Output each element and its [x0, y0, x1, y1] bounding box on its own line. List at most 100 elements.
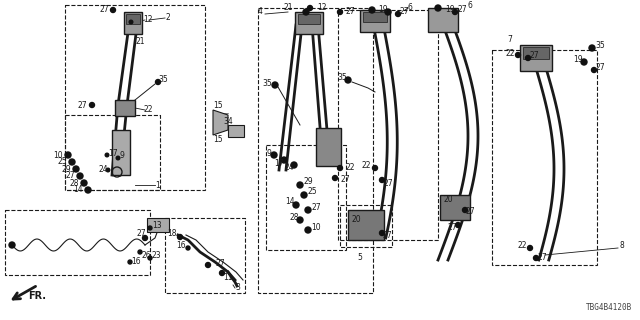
Text: 27: 27 — [345, 7, 355, 17]
Text: 21: 21 — [135, 37, 145, 46]
Circle shape — [272, 82, 278, 88]
Circle shape — [369, 7, 375, 13]
Circle shape — [297, 217, 303, 223]
Text: 26: 26 — [141, 251, 151, 260]
Circle shape — [380, 230, 385, 236]
Text: 25: 25 — [307, 188, 317, 196]
Circle shape — [186, 246, 190, 250]
Circle shape — [435, 5, 441, 11]
Text: 19: 19 — [445, 5, 455, 14]
Circle shape — [591, 68, 596, 73]
Text: 35: 35 — [262, 78, 272, 87]
Circle shape — [385, 9, 391, 15]
Circle shape — [307, 5, 312, 11]
Text: 2: 2 — [166, 13, 170, 22]
Text: 15: 15 — [213, 100, 223, 109]
Circle shape — [380, 178, 385, 182]
Polygon shape — [213, 110, 228, 135]
Text: 27: 27 — [311, 204, 321, 212]
Circle shape — [138, 250, 142, 254]
Circle shape — [73, 166, 79, 172]
Bar — [316, 128, 341, 166]
Text: 27: 27 — [529, 51, 539, 60]
Circle shape — [515, 52, 520, 58]
Text: 10: 10 — [311, 223, 321, 233]
Text: 4: 4 — [257, 7, 262, 17]
Text: 19: 19 — [378, 4, 388, 13]
Circle shape — [345, 77, 351, 83]
Circle shape — [271, 152, 277, 158]
Text: 27: 27 — [399, 7, 409, 17]
Bar — [124, 12, 142, 34]
Text: 17: 17 — [108, 148, 118, 157]
Text: 20: 20 — [351, 215, 361, 225]
Text: 23: 23 — [151, 251, 161, 260]
Text: 9: 9 — [120, 150, 124, 159]
Circle shape — [143, 236, 147, 241]
Text: 17: 17 — [274, 158, 284, 167]
Text: 5: 5 — [358, 253, 362, 262]
Text: 11: 11 — [223, 274, 233, 283]
Circle shape — [581, 59, 587, 65]
Text: 22: 22 — [505, 49, 515, 58]
Text: 13: 13 — [152, 220, 162, 229]
Text: 8: 8 — [620, 241, 625, 250]
Circle shape — [129, 20, 133, 24]
Text: 27: 27 — [382, 230, 392, 239]
Text: 18: 18 — [167, 229, 177, 238]
Circle shape — [90, 102, 95, 108]
Text: 24: 24 — [284, 164, 294, 172]
Bar — [258, 8, 373, 293]
Bar — [266, 145, 346, 250]
Circle shape — [452, 10, 458, 14]
Bar — [360, 10, 390, 32]
Circle shape — [205, 262, 211, 268]
Bar — [228, 125, 244, 137]
Text: 22: 22 — [143, 106, 153, 115]
Circle shape — [396, 12, 401, 17]
Bar — [5, 210, 150, 275]
Circle shape — [85, 187, 91, 193]
Text: 27: 27 — [457, 5, 467, 14]
Bar — [65, 115, 160, 190]
Circle shape — [337, 10, 342, 14]
Bar — [523, 47, 549, 59]
Circle shape — [116, 156, 120, 160]
Text: 14: 14 — [73, 186, 83, 195]
Circle shape — [305, 207, 311, 213]
Text: 22: 22 — [345, 164, 355, 172]
Circle shape — [291, 162, 297, 168]
Text: 29: 29 — [61, 164, 71, 173]
Text: 28: 28 — [69, 179, 79, 188]
Text: 27: 27 — [537, 253, 547, 262]
Text: 12: 12 — [317, 4, 327, 12]
Circle shape — [589, 45, 595, 51]
Text: 27: 27 — [215, 260, 225, 268]
Circle shape — [372, 165, 378, 171]
Text: 1: 1 — [156, 180, 161, 189]
Text: 22: 22 — [361, 161, 371, 170]
Text: 21: 21 — [284, 4, 292, 12]
Circle shape — [293, 202, 299, 208]
Circle shape — [305, 227, 311, 233]
Circle shape — [220, 270, 225, 276]
Bar — [298, 14, 320, 24]
Text: 3: 3 — [236, 284, 241, 292]
Text: 25: 25 — [57, 157, 67, 166]
Bar — [165, 218, 245, 293]
Text: 10: 10 — [53, 150, 63, 159]
Text: 34: 34 — [223, 117, 233, 126]
Circle shape — [106, 168, 110, 172]
Text: 27: 27 — [447, 223, 457, 233]
Text: 29: 29 — [303, 178, 313, 187]
Bar — [340, 205, 392, 247]
Text: 27: 27 — [340, 175, 350, 185]
Circle shape — [148, 256, 152, 260]
Text: 27: 27 — [136, 229, 146, 238]
Text: 35: 35 — [337, 74, 347, 83]
Text: 28: 28 — [289, 213, 299, 222]
Text: 22: 22 — [517, 242, 527, 251]
Bar — [428, 8, 458, 32]
Bar — [338, 10, 438, 240]
Circle shape — [156, 79, 161, 84]
